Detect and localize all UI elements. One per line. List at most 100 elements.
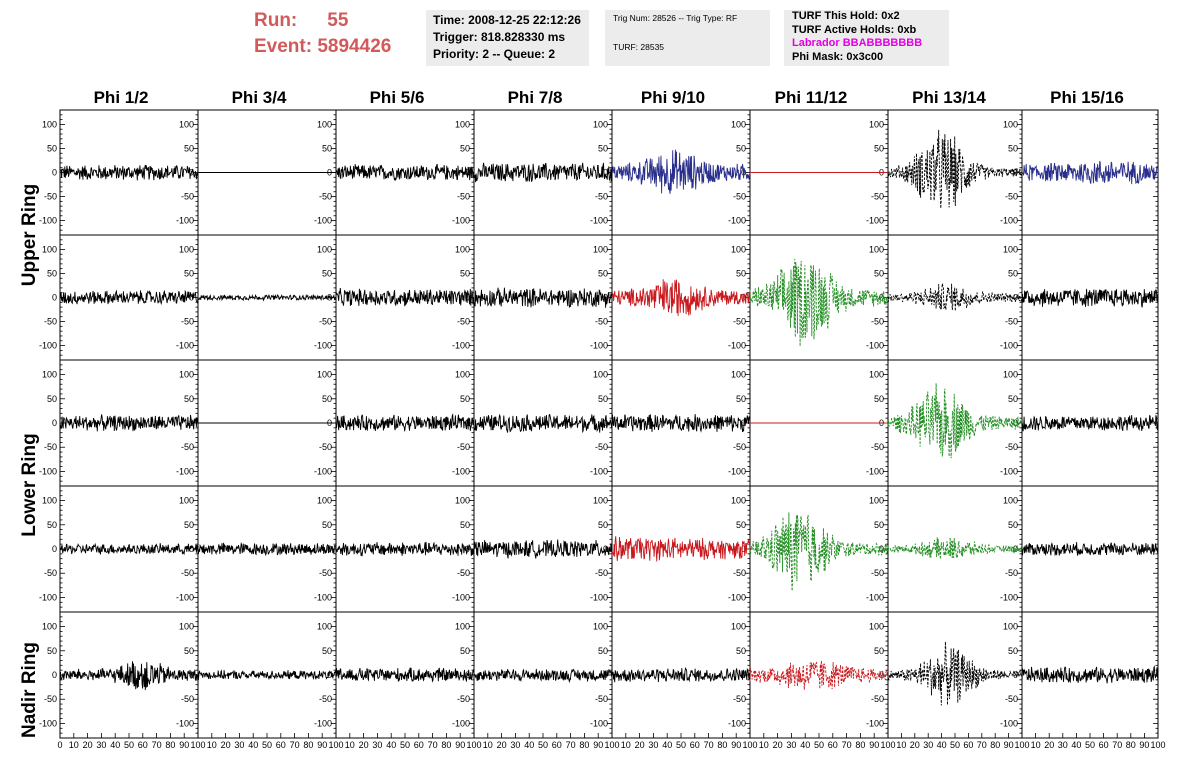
x-tick-label: 20 xyxy=(359,740,369,750)
waveform xyxy=(335,541,475,557)
waveform xyxy=(887,129,1023,209)
x-tick-label: 100 xyxy=(742,740,757,750)
x-tick-label: 40 xyxy=(248,740,258,750)
y-tick-label: 100 xyxy=(1003,370,1018,380)
trig-info-box: Trig Num: 28526 -- Trig Type: RF TURF: 2… xyxy=(605,10,770,66)
x-tick-label: 10 xyxy=(1031,740,1041,750)
y-tick-label: -50 xyxy=(319,568,332,578)
x-tick-label: 60 xyxy=(1099,740,1109,750)
phi-header-1: Phi 1/2 xyxy=(93,88,149,107)
x-tick-label: 70 xyxy=(566,740,576,750)
turf-num-text: TURF: 28535 xyxy=(613,42,665,52)
y-tick-label: 50 xyxy=(1008,268,1018,278)
y-tick-label: 50 xyxy=(874,646,884,656)
waveform xyxy=(887,641,1023,706)
y-tick-label: 100 xyxy=(179,496,194,506)
x-tick-label: 60 xyxy=(276,740,286,750)
waveform xyxy=(749,512,889,591)
y-tick-label: -50 xyxy=(44,192,57,202)
y-tick-label: -50 xyxy=(733,317,746,327)
x-tick-label: 40 xyxy=(386,740,396,750)
x-tick-label: 50 xyxy=(124,740,134,750)
y-tick-label: 100 xyxy=(455,370,470,380)
y-tick-label: -100 xyxy=(314,466,332,476)
waveform xyxy=(749,258,889,347)
y-tick-label: 50 xyxy=(598,646,608,656)
phi-header-6: Phi 11/12 xyxy=(774,88,848,107)
waveform xyxy=(197,669,337,681)
y-tick-label: 100 xyxy=(869,622,884,632)
x-tick-label: 10 xyxy=(896,740,906,750)
y-tick-label: -100 xyxy=(314,592,332,602)
y-tick-label: -100 xyxy=(176,718,194,728)
y-tick-label: -50 xyxy=(595,192,608,202)
waveform xyxy=(335,163,475,182)
y-tick-label: 50 xyxy=(1008,394,1018,404)
y-tick-label: 50 xyxy=(460,646,470,656)
x-tick-label: 90 xyxy=(1004,740,1014,750)
waveform xyxy=(611,279,751,316)
phi-mask: Phi Mask: 0x3c00 xyxy=(792,50,884,63)
event-label: Event: xyxy=(254,36,313,57)
y-tick-label: -50 xyxy=(319,694,332,704)
waveform xyxy=(1021,161,1159,185)
y-tick-label: -100 xyxy=(1000,216,1018,226)
y-tick-label: -100 xyxy=(590,466,608,476)
waveform xyxy=(1021,414,1159,432)
y-tick-label: -50 xyxy=(733,694,746,704)
y-tick-label: -100 xyxy=(1000,466,1018,476)
waveform xyxy=(473,668,613,684)
waveform xyxy=(59,289,199,306)
waveform xyxy=(335,413,475,432)
x-tick-label: 10 xyxy=(69,740,79,750)
x-tick-label: 100 xyxy=(328,740,343,750)
x-tick-label: 30 xyxy=(648,740,658,750)
x-tick-label: 90 xyxy=(593,740,603,750)
y-tick-label: 100 xyxy=(731,119,746,129)
turf-info-box: TURF This Hold: 0x2 TURF Active Holds: 0… xyxy=(784,10,949,66)
y-tick-label: 50 xyxy=(874,268,884,278)
y-tick-label: 0 xyxy=(879,544,884,554)
time-info-box: Time: 2008-12-25 22:12:26 Trigger: 818.8… xyxy=(426,10,589,66)
y-tick-label: 50 xyxy=(736,143,746,153)
y-tick-label: -50 xyxy=(319,442,332,452)
x-tick-label: 40 xyxy=(800,740,810,750)
y-tick-label: 100 xyxy=(731,622,746,632)
waveform xyxy=(59,414,199,432)
y-tick-label: -50 xyxy=(457,192,470,202)
x-tick-label: 60 xyxy=(963,740,973,750)
y-tick-label: -100 xyxy=(866,592,884,602)
y-tick-label: 50 xyxy=(184,143,194,153)
phi-header-4: Phi 7/8 xyxy=(507,88,563,107)
x-tick-label: 50 xyxy=(950,740,960,750)
x-tick-label: 80 xyxy=(579,740,589,750)
y-tick-label: -100 xyxy=(452,466,470,476)
y-tick-label: -50 xyxy=(871,694,884,704)
y-tick-label: -100 xyxy=(39,466,57,476)
y-tick-label: 100 xyxy=(593,244,608,254)
y-tick-label: -50 xyxy=(319,192,332,202)
y-tick-label: -50 xyxy=(181,192,194,202)
y-tick-label: 100 xyxy=(593,622,608,632)
y-tick-label: -50 xyxy=(1005,442,1018,452)
waveform xyxy=(473,413,613,434)
y-tick-label: 100 xyxy=(179,622,194,632)
waveform xyxy=(473,162,613,183)
y-tick-label: 50 xyxy=(322,520,332,530)
y-tick-label: -100 xyxy=(39,592,57,602)
x-tick-label: 90 xyxy=(455,740,465,750)
x-tick-label: 0 xyxy=(57,740,62,750)
x-tick-label: 50 xyxy=(1085,740,1095,750)
phi-header-7: Phi 13/14 xyxy=(912,88,986,107)
x-tick-label: 20 xyxy=(773,740,783,750)
labrador-status: Labrador BBABBBBBBB xyxy=(792,37,923,49)
y-tick-label: 100 xyxy=(317,370,332,380)
y-tick-label: -100 xyxy=(176,592,194,602)
x-tick-label: 50 xyxy=(814,740,824,750)
y-tick-label: 100 xyxy=(869,496,884,506)
x-tick-label: 90 xyxy=(317,740,327,750)
phi-header-5: Phi 9/10 xyxy=(640,88,706,107)
y-tick-label: 0 xyxy=(603,168,608,178)
y-tick-label: 100 xyxy=(179,370,194,380)
x-tick-label: 60 xyxy=(690,740,700,750)
